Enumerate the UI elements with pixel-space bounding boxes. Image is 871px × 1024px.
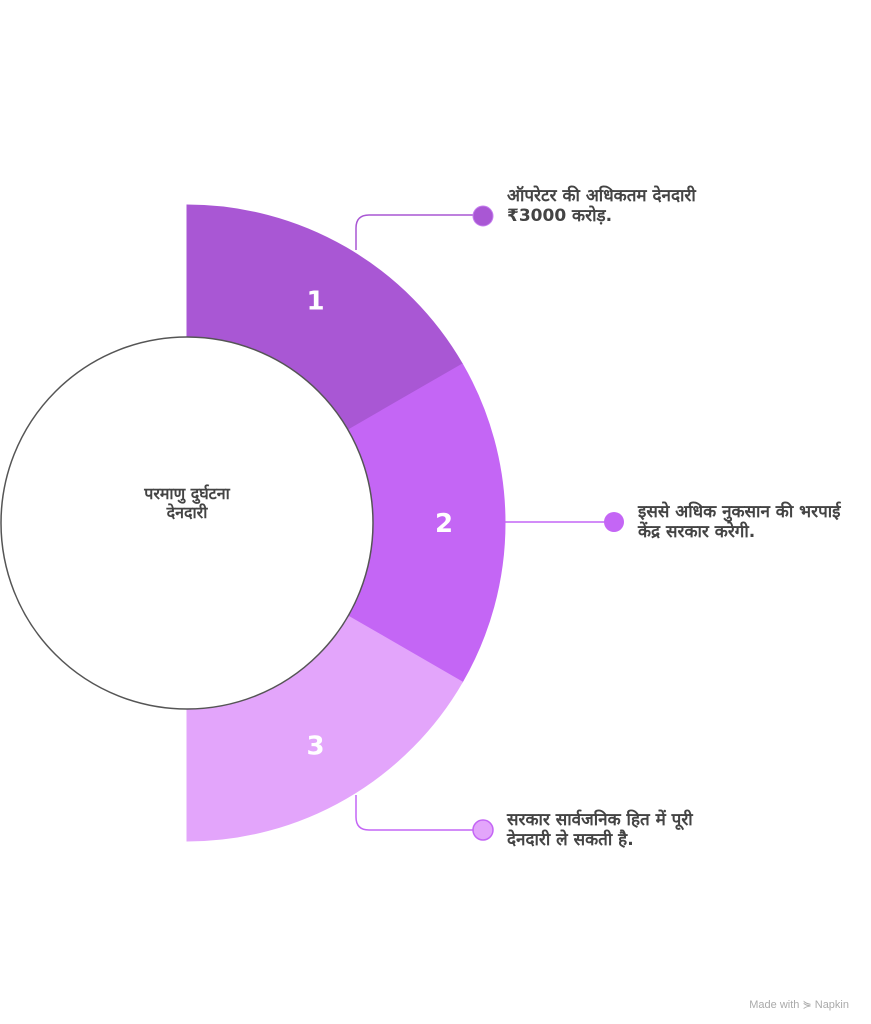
connector-1-dot (472, 205, 494, 227)
connector-1 (355, 214, 483, 250)
segment-3-number: 3 (306, 732, 324, 762)
center-circle (0, 336, 374, 710)
footer-credit: Made with ⋟ Napkin (749, 998, 849, 1011)
connector-3-dot (472, 819, 494, 841)
connector-3 (355, 795, 483, 831)
napkin-brand: Napkin (814, 999, 849, 1011)
center-title-line2: देनदारी (166, 503, 208, 522)
center-title: परमाणु दुर्घटना देनदारी (87, 484, 287, 522)
segment-3-label: सरकार सार्वजनिक हित में पूरी देनदारी ले … (507, 810, 693, 850)
segment-2-number: 2 (435, 509, 453, 539)
made-with-text: Made with (749, 999, 800, 1011)
segment-1-label: ऑपरेटर की अधिकतम देनदारी ₹3000 करोड़. (507, 186, 696, 226)
napkin-logo-icon: ⋟ (802, 999, 812, 1011)
center-title-line1: परमाणु दुर्घटना (144, 484, 230, 503)
segment-2-label: इससे अधिक नुकसान की भरपाई केंद्र सरकार क… (638, 502, 841, 542)
segment-1-number: 1 (306, 286, 324, 316)
connector-2-dot (604, 512, 624, 532)
